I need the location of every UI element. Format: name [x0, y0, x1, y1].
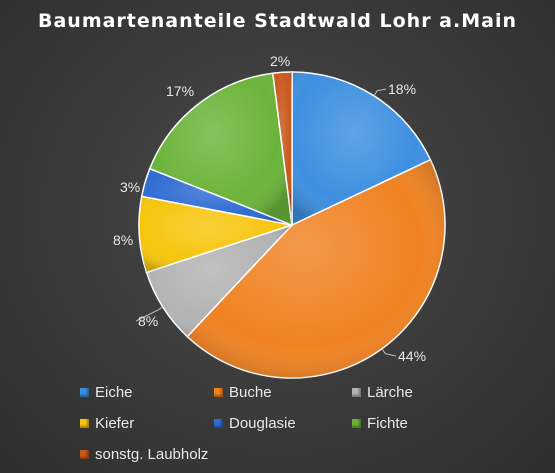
legend-label-laerche: Lärche: [367, 384, 413, 401]
data-label: 18%: [388, 81, 416, 97]
legend-label-eiche: Eiche: [95, 384, 133, 401]
pie-slice-shade: [139, 196, 292, 273]
leader-line: [135, 306, 164, 322]
legend-item-kiefer: Kiefer: [80, 415, 134, 432]
data-label: 3%: [120, 179, 140, 195]
legend-swatch-eiche: [80, 388, 89, 397]
legend-label-sonstg-laubholz: sonstg. Laubholz: [95, 446, 209, 463]
pie-slice-shade: [292, 72, 431, 225]
leader-line: [381, 348, 397, 357]
leader-line: [373, 88, 387, 97]
legend-item-douglasie: Douglasie: [214, 415, 296, 432]
legend-label-fichte: Fichte: [367, 415, 408, 432]
legend-label-buche: Buche: [229, 384, 272, 401]
data-label: 17%: [166, 83, 194, 99]
legend-swatch-kiefer: [80, 419, 89, 428]
legend-label-kiefer: Kiefer: [95, 415, 135, 432]
pie-slice-shade: [149, 73, 292, 225]
pie-slice-shade: [146, 225, 292, 337]
pie-slice-shade: [272, 72, 292, 225]
data-label: 2%: [270, 53, 290, 69]
legend-swatch-fichte: [352, 419, 361, 428]
legend-item-buche: Buche: [214, 384, 272, 401]
legend-label-douglasie: Douglasie: [229, 415, 296, 432]
data-label: 8%: [138, 313, 158, 329]
legend-item-eiche: Eiche: [80, 384, 133, 401]
data-label: 8%: [113, 232, 133, 248]
legend-swatch-buche: [214, 388, 223, 397]
pie-slice-shade: [187, 159, 446, 378]
legend-item-fichte: Fichte: [352, 415, 408, 432]
chart-title: Baumartenanteile Stadtwald Lohr a.Main: [37, 10, 517, 32]
legend-swatch-laerche: [352, 388, 361, 397]
data-label: 44%: [398, 348, 426, 364]
legend-swatch-douglasie: [214, 419, 223, 428]
legend-item-sonstg-laubholz: sonstg. Laubholz: [80, 446, 208, 463]
legend-swatch-sonstg-laubholz: [80, 450, 89, 459]
legend-item-laerche: Lärche: [352, 384, 413, 401]
